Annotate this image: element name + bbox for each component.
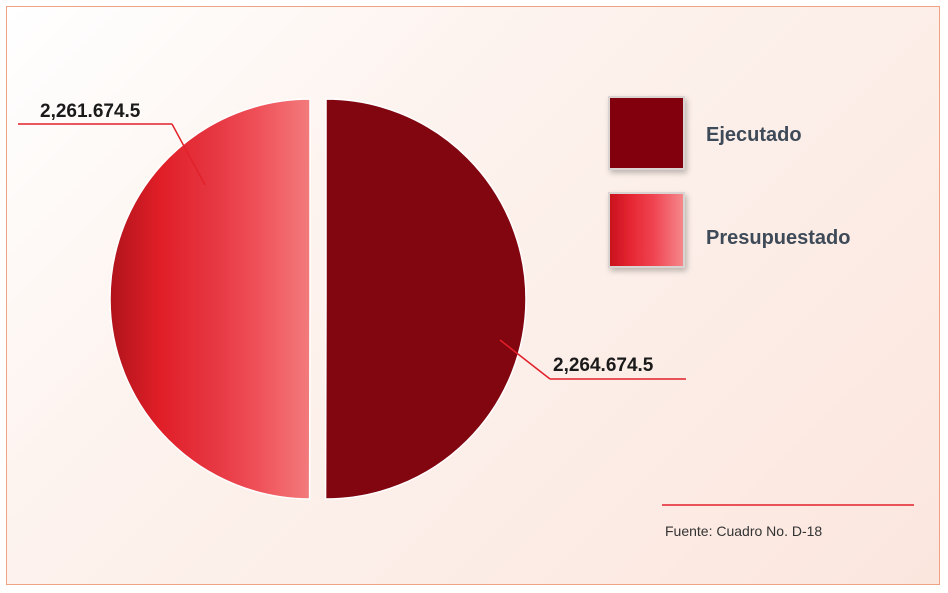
pie-slice-presupuestado [109, 98, 311, 500]
legend-swatch-presupuestado [608, 192, 685, 268]
legend-label-presupuestado: Presupuestado [706, 227, 850, 249]
data-label-presupuestado: 2,261.674.5 [40, 101, 141, 122]
data-label-ejecutado: 2,264.674.5 [553, 355, 654, 376]
legend-label-ejecutado: Ejecutado [706, 124, 802, 146]
source-note: Fuente: Cuadro No. D-18 [665, 523, 822, 539]
legend-swatch-ejecutado [608, 96, 685, 170]
leader-line-ejecutado-diag [499, 339, 551, 380]
pie-slice-ejecutado [324, 98, 527, 500]
leader-line-presupuestado-diag [171, 123, 206, 186]
